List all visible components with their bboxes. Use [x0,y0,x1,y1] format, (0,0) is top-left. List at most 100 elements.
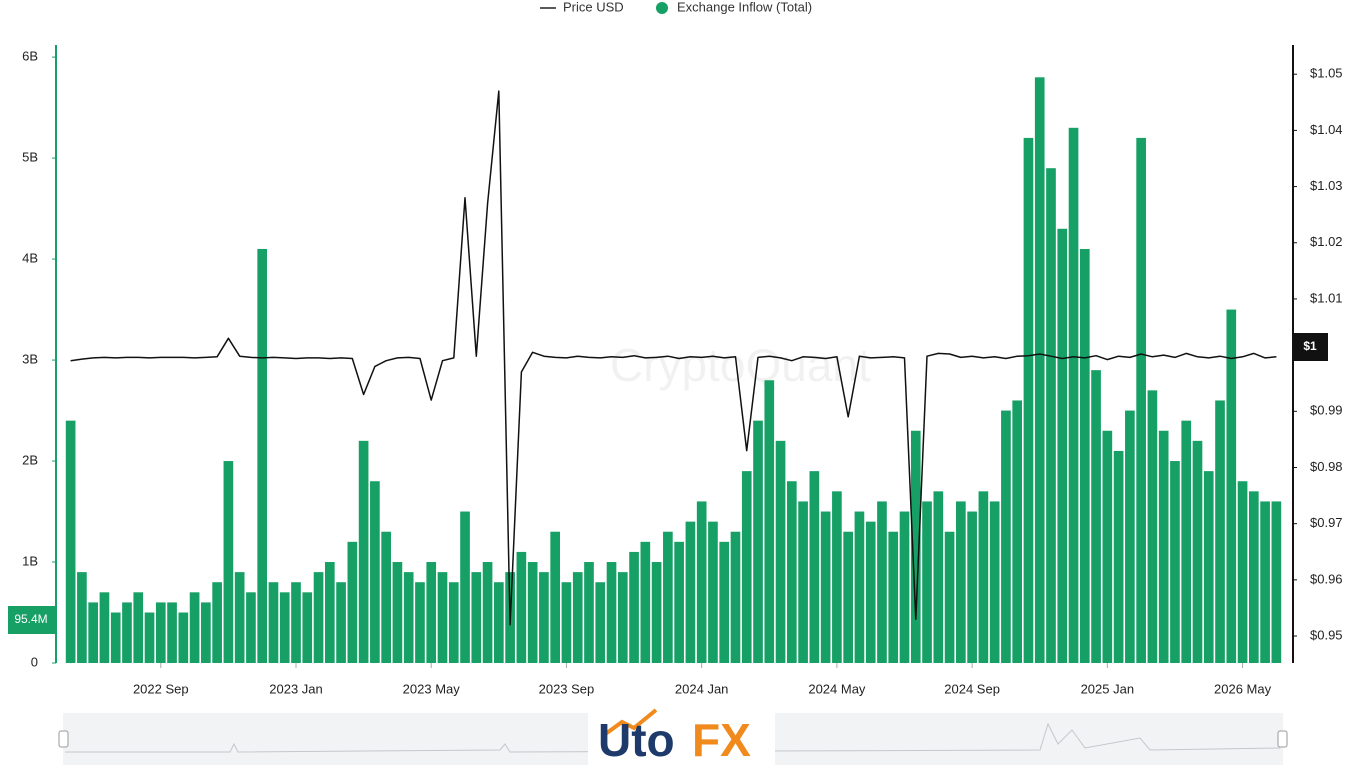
bar [956,501,966,663]
bar [741,471,752,663]
bar [629,551,639,663]
bar [1181,420,1192,663]
bar [550,531,561,663]
bar [832,491,842,663]
bar [1136,137,1146,663]
y2-tick-label: $1.05 [1310,66,1343,81]
bar [189,592,200,663]
legend: Price USD Exchange Inflow (Total) [540,0,812,14]
bar [516,551,527,663]
x-tick-label: 2025 Jan [1081,681,1135,696]
logo-background [588,710,775,768]
bar [1102,430,1113,663]
bar [640,541,651,663]
bar [201,602,211,663]
bar [246,592,256,663]
logo-text: FX [692,714,751,766]
y2-tick-label: $0.96 [1310,571,1343,586]
y-tick-label: 6B [22,49,38,64]
bar [212,582,222,663]
bar [1203,471,1214,663]
navigator-handle[interactable] [1277,730,1288,748]
bar [888,531,899,663]
bar [482,562,493,663]
bar [617,572,628,663]
bar [877,501,887,663]
bar [370,481,380,663]
y-tick-label: 2B [22,452,38,467]
bar [494,582,504,663]
current-price-badge [1293,333,1328,361]
bar [279,592,290,663]
bar [1079,248,1090,663]
logo: Uto FX [588,708,775,768]
bar [1215,400,1225,663]
bar [415,582,425,663]
y2-tick-label: $1.01 [1310,290,1343,305]
bar [1260,501,1270,663]
bar [910,430,921,663]
y2-tick-label: $0.97 [1310,515,1343,530]
bar [685,521,696,663]
x-tick-label: 2026 May [1214,681,1272,696]
bar [561,582,572,663]
bar [753,420,763,663]
y-tick-label: 0 [31,654,38,669]
bar [1147,390,1158,663]
legend-dot-symbol [656,2,668,14]
bar [899,511,910,663]
bar [234,572,245,663]
bar [764,380,775,663]
bar [572,572,583,663]
bar [820,511,831,663]
bar [1248,491,1259,663]
y2-tick-label: $1.04 [1310,122,1343,137]
current-inflow-badge [8,606,55,634]
legend-label: Price USD [563,0,624,14]
price-line [70,90,1277,626]
bar [730,531,741,663]
bar [99,592,110,663]
bar [696,501,707,663]
bar [336,582,346,663]
bar [460,511,470,663]
bar [1023,137,1034,663]
bar [1068,127,1079,663]
legend-label: Exchange Inflow (Total) [677,0,812,14]
y2-tick-label: $1.03 [1310,178,1343,193]
bar [426,562,437,663]
logo-text: Uto [598,714,675,766]
bar [291,582,301,663]
bar [471,572,482,663]
x-tick-label: 2024 Sep [944,681,1000,696]
bar [843,531,853,663]
bar [1046,168,1056,663]
bar [1237,481,1248,663]
x-tick-label: 2024 Jan [675,681,729,696]
bar [1226,309,1237,663]
bar [786,481,797,663]
bar [663,531,673,663]
bar [584,562,594,663]
bar [708,521,718,663]
bar [674,541,684,663]
logo-arrow [602,708,658,737]
bar [302,592,313,663]
bar [967,511,977,663]
bar [809,471,820,663]
bar [1113,450,1124,663]
bar [989,501,1000,663]
bar [178,612,189,663]
bar [1192,440,1203,663]
y-tick-label: 1B [22,553,38,568]
bar [144,612,155,663]
y-tick-label: 3B [22,351,38,366]
navigator-handle[interactable] [58,730,69,748]
bar [1158,430,1169,663]
bar [65,420,76,663]
bar [257,248,268,663]
bar [1012,400,1023,663]
x-tick-label: 2024 May [808,681,866,696]
bar [133,592,144,663]
